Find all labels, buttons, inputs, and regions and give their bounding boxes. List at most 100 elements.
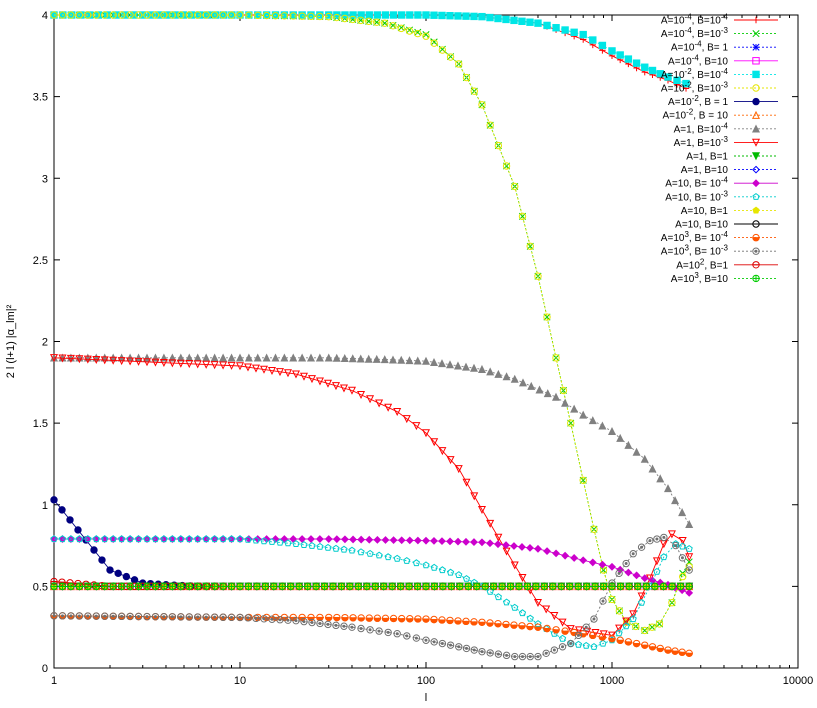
data-point (160, 535, 168, 543)
data-point (608, 47, 616, 55)
data-point (67, 612, 75, 620)
data-point (511, 603, 519, 611)
data-point (405, 583, 413, 590)
data-point (332, 544, 340, 552)
data-point (357, 16, 365, 25)
data-point (551, 392, 561, 401)
data-point (486, 121, 494, 129)
data-point (569, 642, 573, 646)
data-point (280, 535, 289, 543)
data-point (326, 622, 330, 626)
data-point (67, 11, 75, 19)
legend-entry: A=1, B=10 (681, 165, 778, 176)
data-point (406, 618, 414, 623)
data-point (244, 614, 252, 622)
data-point (211, 583, 218, 590)
data-point (422, 31, 430, 39)
data-point (341, 14, 349, 23)
data-point (445, 360, 455, 369)
data-point (380, 583, 387, 590)
data-point (422, 32, 430, 40)
data-point (366, 626, 374, 634)
data-point (510, 561, 519, 570)
data-point (486, 622, 494, 627)
data-point (349, 15, 357, 24)
data-point (752, 275, 760, 282)
data-point (685, 553, 694, 562)
data-point (470, 12, 478, 21)
data-point (589, 36, 597, 44)
data-point (518, 573, 527, 582)
data-point (381, 617, 390, 622)
legend-entry: A=10, B=10 (675, 220, 778, 231)
data-point (294, 619, 298, 623)
data-point (84, 11, 92, 19)
data-point (338, 583, 345, 590)
data-point (284, 539, 292, 547)
legend-entry: A=10, B= 10-4 (665, 175, 778, 190)
data-point (653, 567, 661, 575)
data-point (341, 617, 349, 622)
legend-label: A=10-4, B=10-4 (661, 12, 729, 27)
data-point (616, 51, 624, 59)
data-point (168, 613, 177, 621)
data-point (316, 619, 324, 628)
data-point (202, 360, 211, 369)
data-point (74, 526, 82, 534)
data-point (641, 626, 649, 635)
data-point (300, 617, 308, 626)
data-point (177, 11, 185, 19)
data-point (58, 506, 66, 514)
data-point (513, 655, 517, 659)
data-point (393, 630, 401, 638)
data-point (470, 538, 478, 546)
data-point (421, 429, 431, 438)
data-point (135, 583, 142, 590)
data-point (490, 583, 497, 590)
data-point (365, 17, 373, 25)
data-point (67, 535, 75, 543)
data-point (421, 356, 431, 365)
data-point (316, 11, 324, 19)
legend-label: A=103, B= 10-3 (661, 243, 729, 258)
data-point (152, 583, 159, 590)
data-point (276, 538, 284, 546)
data-point (414, 636, 418, 640)
legend-entry: A=1, B=10-3 (674, 134, 778, 149)
data-point (655, 620, 664, 628)
data-point (511, 652, 519, 661)
data-point (106, 566, 114, 574)
data-point (494, 141, 503, 150)
data-point (145, 615, 149, 619)
data-point (456, 583, 464, 590)
data-point (663, 484, 673, 493)
data-point (446, 53, 455, 61)
data-point (202, 11, 210, 19)
data-point (617, 583, 624, 590)
data-point (561, 551, 570, 560)
data-point (325, 12, 333, 21)
data-point (403, 632, 411, 640)
legend-entry: A=10, B=1 (681, 206, 778, 217)
data-point (440, 642, 444, 646)
legend-entry: A=10-4, B= 1 (671, 39, 778, 54)
data-point (507, 583, 514, 590)
data-point (648, 646, 657, 651)
legend-label: A=10-2, B = 1 (668, 94, 728, 109)
data-point (109, 356, 118, 365)
series-layer (49, 11, 694, 661)
legend-entry: A=10-4, B=10 (668, 53, 778, 67)
data-point (244, 353, 253, 362)
data-point (193, 360, 202, 369)
data-point (454, 12, 462, 20)
data-point (50, 496, 58, 504)
data-point (94, 614, 98, 618)
data-point (591, 583, 599, 590)
data-point (307, 535, 315, 543)
legend-label: A=103, B= 10-4 (661, 230, 729, 245)
data-point (397, 11, 406, 19)
data-point (69, 614, 73, 618)
data-point (244, 535, 252, 543)
data-point (660, 583, 667, 590)
data-point (511, 182, 519, 191)
